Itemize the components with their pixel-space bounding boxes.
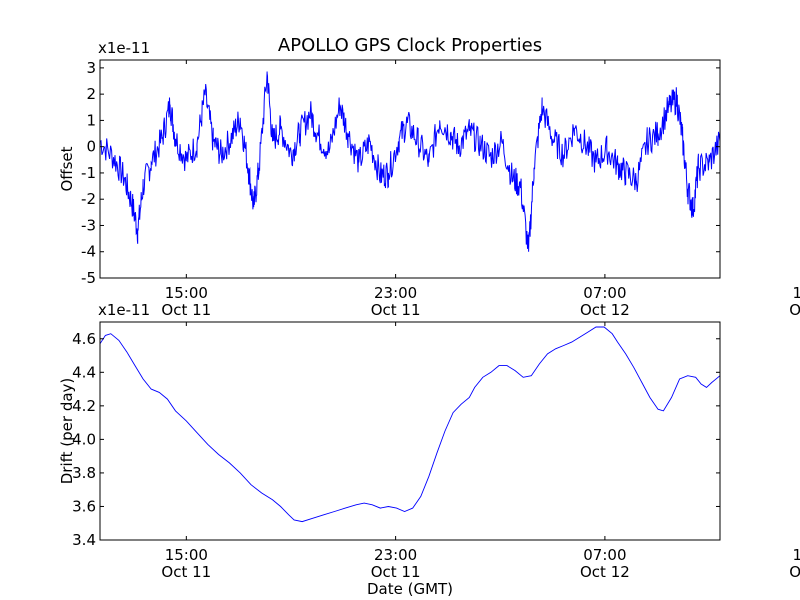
x-tick-label-time: 23:00 [374, 284, 417, 302]
y-tick-label: 0 [86, 138, 96, 156]
y-tick-label: -3 [81, 216, 96, 234]
x-tick-label-time: 15:00 [793, 284, 800, 302]
y-tick-label: 1 [86, 111, 96, 129]
x-tick-label-date: Oct 12 [580, 563, 630, 581]
x-tick-label-date: Oct 12 [789, 301, 800, 319]
y-tick-label: 3.6 [72, 497, 96, 515]
y-tick-label: 4.0 [72, 430, 96, 448]
y-tick-label: -2 [81, 190, 96, 208]
y-multiplier-label: x1e-11 [98, 39, 150, 57]
y-tick-label: 4.2 [72, 397, 96, 415]
series-line-drift [100, 326, 720, 523]
y-tick-label: 3.4 [72, 531, 96, 549]
y-tick-label: -4 [81, 243, 96, 261]
x-axis-label: Date (GMT) [367, 580, 453, 598]
x-tick-label-time: 15:00 [165, 284, 208, 302]
x-tick-label-date: Oct 11 [371, 301, 421, 319]
plot-frame [99, 59, 721, 279]
x-tick-label-date: Oct 12 [580, 301, 630, 319]
x-tick-label-time: 15:00 [793, 546, 800, 564]
x-tick-label-date: Oct 11 [161, 301, 211, 319]
x-tick-label-time: 07:00 [583, 546, 626, 564]
x-tick-label-time: 15:00 [165, 546, 208, 564]
x-tick-label-date: Oct 12 [789, 563, 800, 581]
y-multiplier-label: x1e-11 [98, 301, 150, 319]
chart-title: APOLLO GPS Clock Properties [278, 35, 542, 56]
y-tick-label: 2 [86, 85, 96, 103]
x-tick-label-date: Oct 11 [161, 563, 211, 581]
y-tick-label: 3.8 [72, 464, 96, 482]
x-tick-label-date: Oct 11 [371, 563, 421, 581]
y-tick-label: -1 [81, 164, 96, 182]
series-line-offset [100, 71, 720, 252]
x-tick-label-time: 23:00 [374, 546, 417, 564]
y-axis-label: Offset [58, 146, 76, 191]
x-tick-label-time: 07:00 [583, 284, 626, 302]
y-tick-label: 3 [86, 59, 96, 77]
plot-frame [99, 321, 721, 541]
y-tick-label: -5 [81, 269, 96, 287]
y-tick-label: 4.6 [72, 330, 96, 348]
y-axis-label: Drift (per day) [58, 378, 76, 485]
y-tick-label: 4.4 [72, 363, 96, 381]
